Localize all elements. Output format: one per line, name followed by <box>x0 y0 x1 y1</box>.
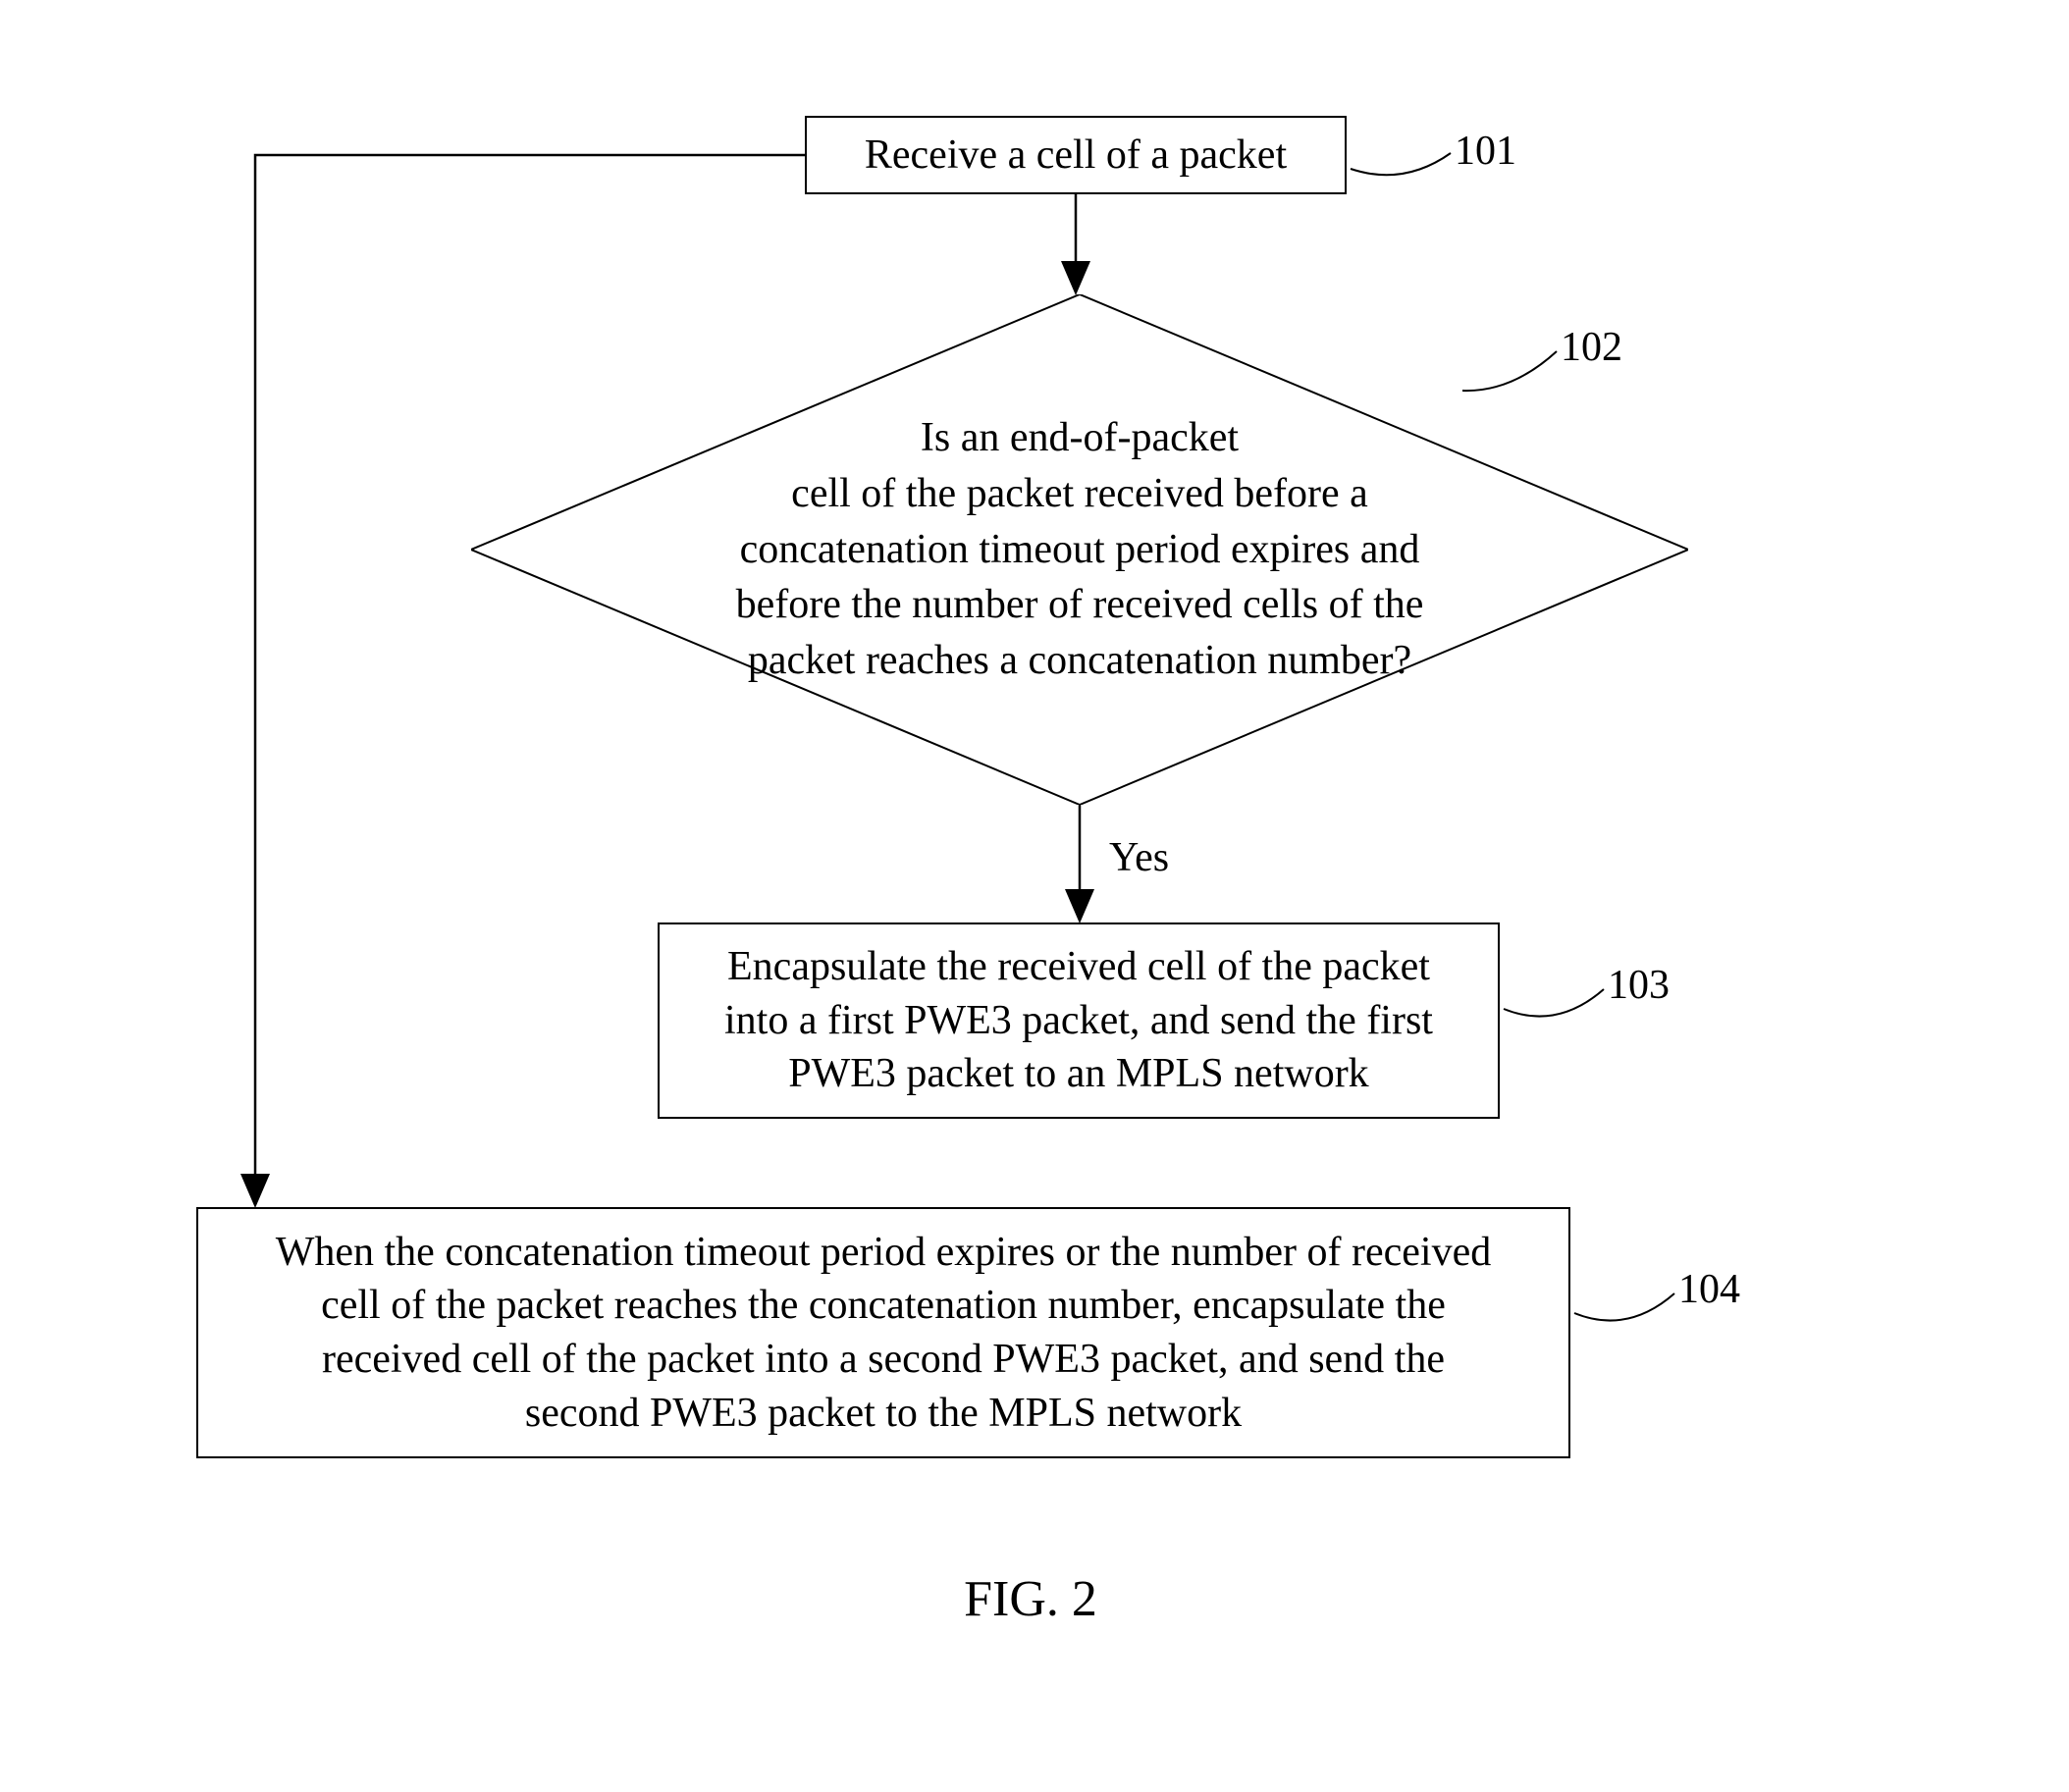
connectors <box>0 0 2069 1792</box>
flowchart-canvas: Receive a cell of a packet 101 Is an end… <box>0 0 2069 1792</box>
